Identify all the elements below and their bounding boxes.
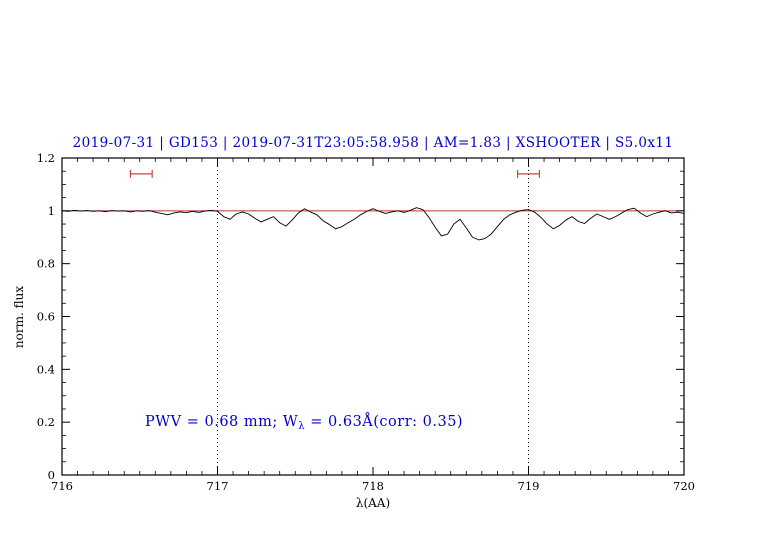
y-tick-label: 1 — [48, 204, 55, 218]
pwv-annotation-prefix: PWV = 0.68 mm; W — [145, 414, 298, 430]
x-tick-label: 716 — [51, 479, 73, 493]
x-tick-label: 720 — [673, 479, 695, 493]
plot-title: 2019-07-31 | GD153 | 2019-07-31T23:05:58… — [73, 135, 674, 151]
pwv-range-marker — [517, 169, 540, 178]
x-tick-label: 718 — [362, 479, 384, 493]
pwv-annotation-subscript: λ — [298, 421, 305, 432]
pwv-range-marker — [129, 169, 153, 178]
pwv-annotation: PWV = 0.68 mm; Wλ = 0.63Å(corr: 0.35) — [145, 412, 463, 432]
y-tick-label: 0.4 — [37, 362, 55, 376]
plot-area: 716 717 718 719 720 0 0.2 0.4 0.6 0.8 1 1.2 — [37, 151, 695, 493]
y-tick-label: 1.2 — [37, 151, 55, 165]
y-axis-label: norm. flux — [12, 286, 26, 348]
y-tick-label: 0.2 — [37, 415, 55, 429]
y-tick-label: 0 — [48, 468, 55, 482]
spectrum-line — [61, 207, 685, 241]
y-tick-label: 0.6 — [37, 310, 55, 324]
x-tick-label: 717 — [207, 479, 229, 493]
x-axis-label: λ(AA) — [356, 496, 390, 510]
x-tick-label: 719 — [518, 479, 540, 493]
pwv-annotation-suffix: = 0.63Å(corr: 0.35) — [305, 412, 463, 430]
y-tick-label: 0.8 — [37, 257, 55, 271]
